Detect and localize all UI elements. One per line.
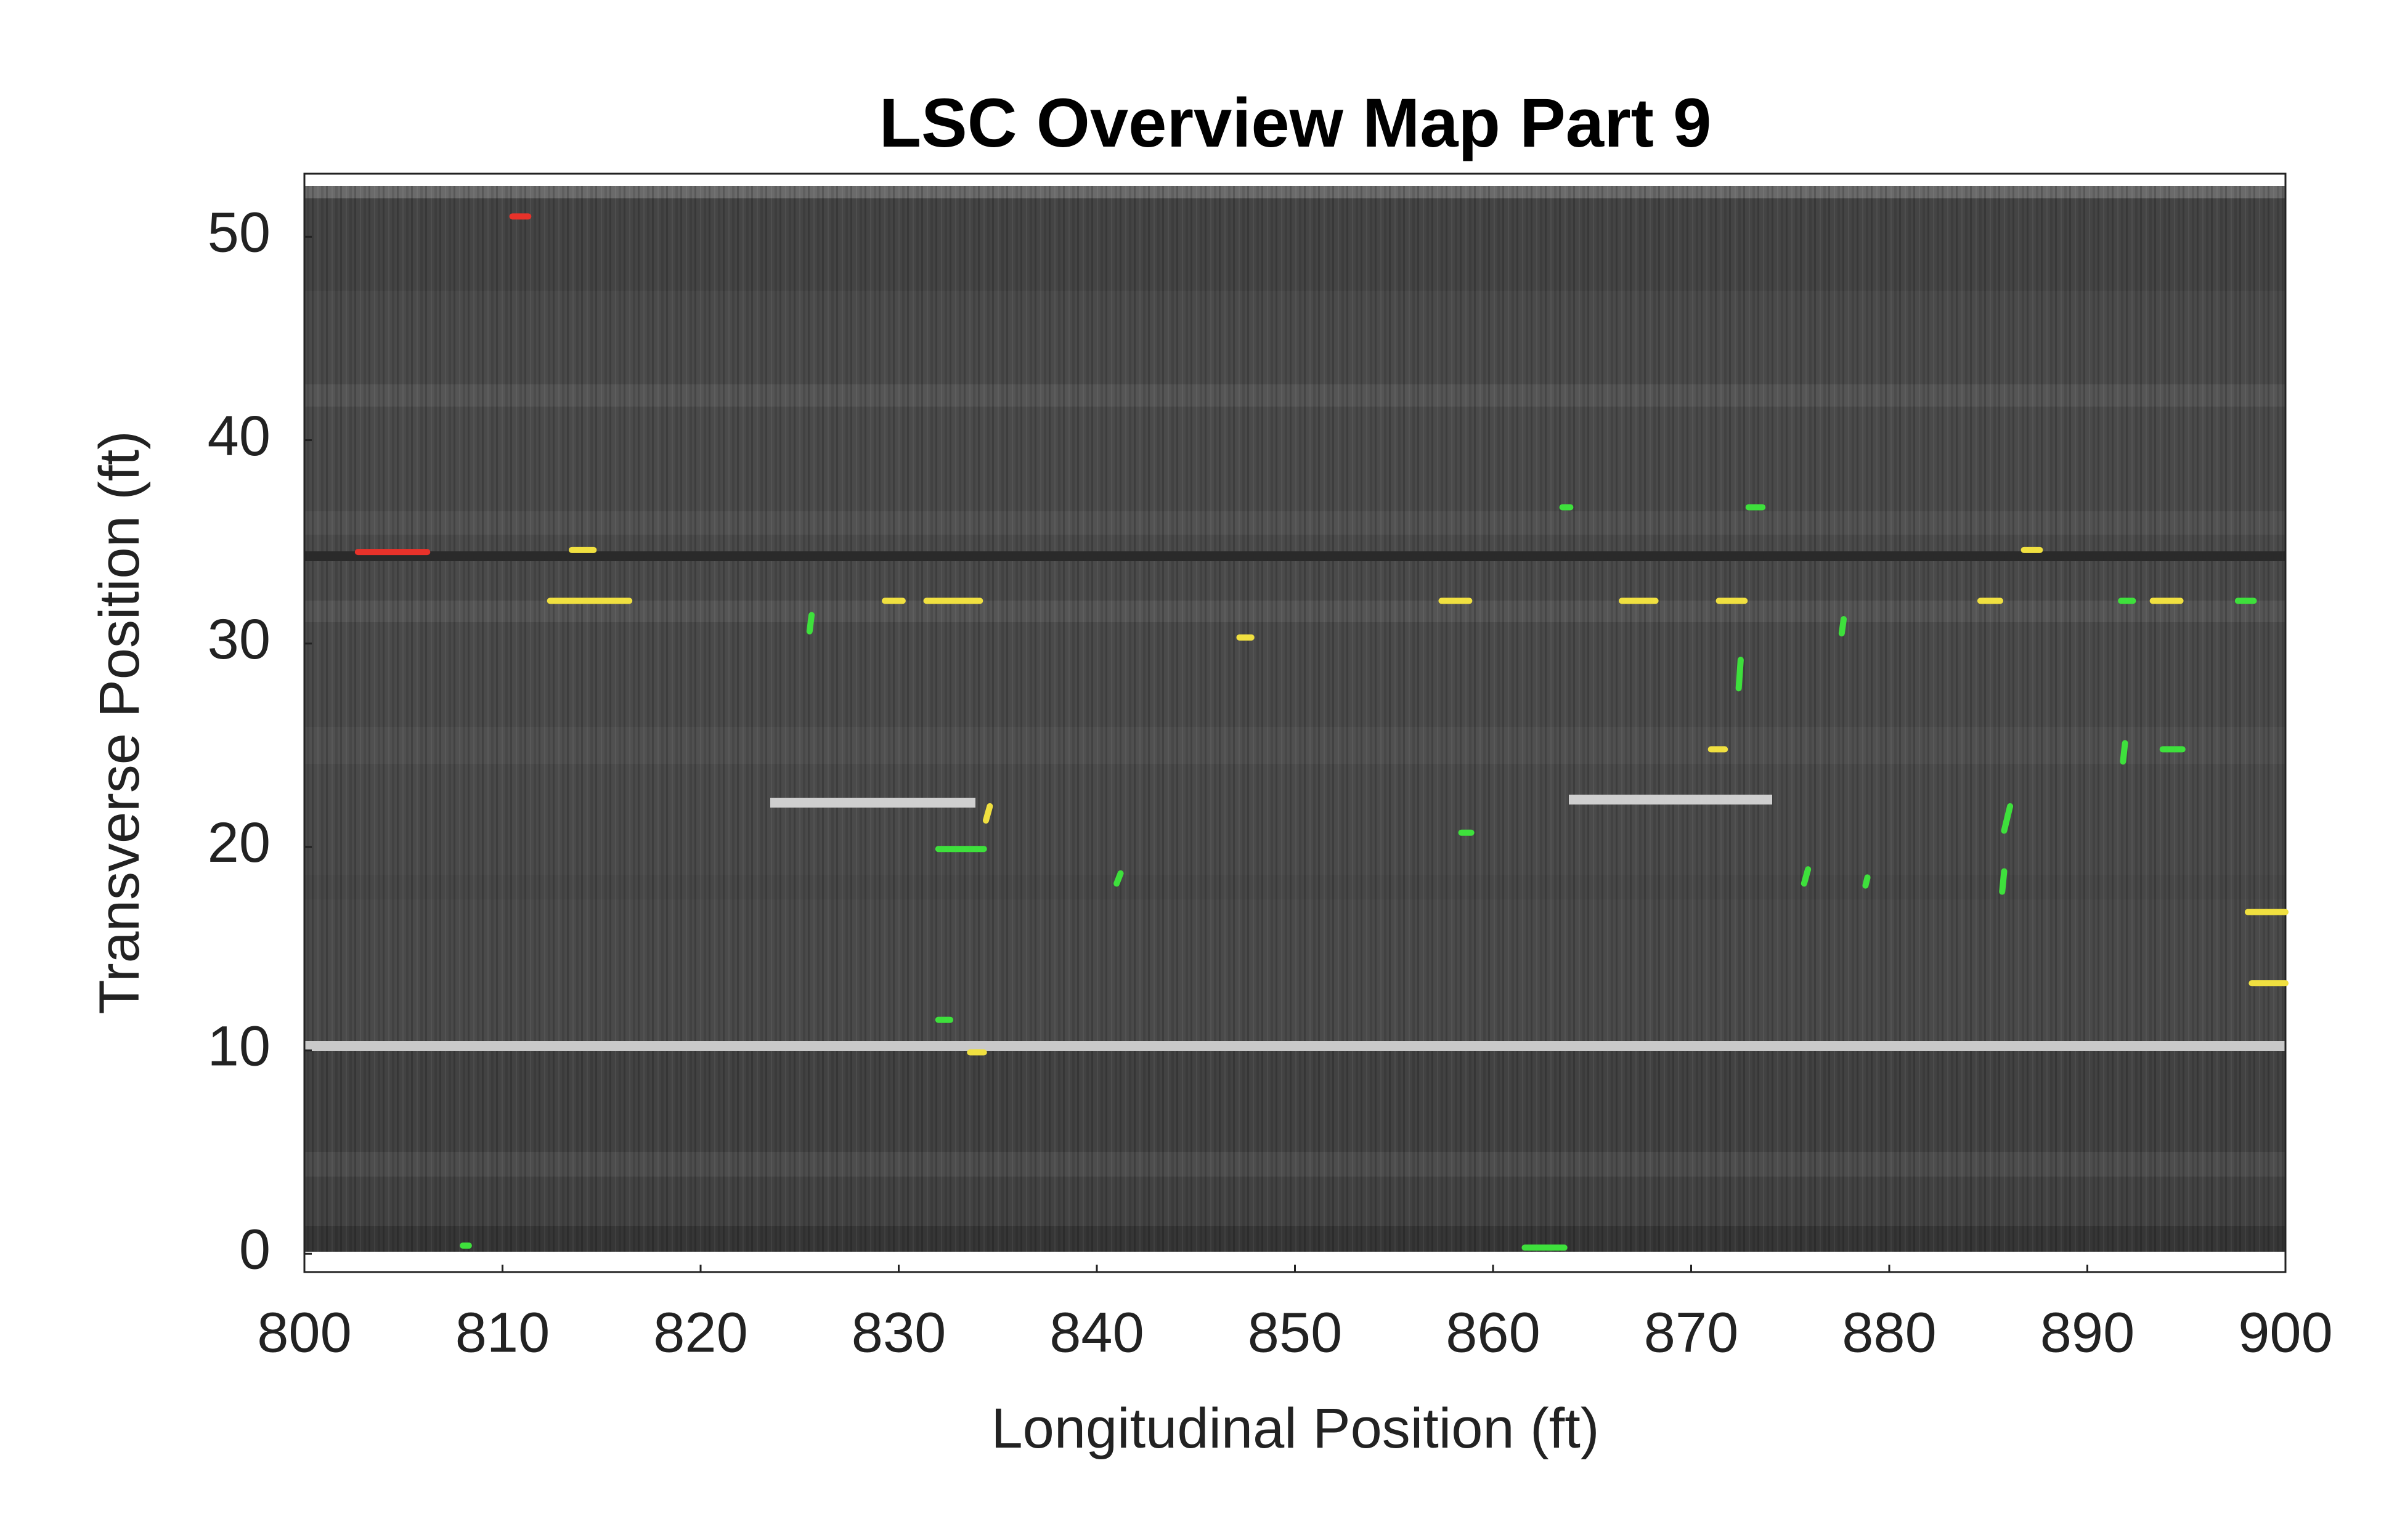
- x-tick-label: 820: [653, 1301, 748, 1364]
- x-tick-label: 860: [1446, 1301, 1540, 1364]
- y-tick-label: 10: [208, 1015, 271, 1077]
- x-tick-label: 880: [1842, 1301, 1937, 1364]
- x-tick-label: 890: [2040, 1301, 2135, 1364]
- crack-segment: [1862, 874, 1871, 889]
- crack-segment: [1801, 866, 1812, 887]
- x-tick-label: 830: [852, 1301, 946, 1364]
- x-tick-label: 870: [1644, 1301, 1739, 1364]
- crack-segment: [982, 803, 993, 824]
- x-tick-label: 800: [257, 1301, 352, 1364]
- y-tick-label: 20: [208, 811, 271, 874]
- crack-segment: [806, 612, 815, 634]
- y-tick-label: 30: [208, 608, 271, 671]
- crack-segment: [1838, 616, 1847, 637]
- y-tick-label: 40: [208, 405, 271, 468]
- chart-title: LSC Overview Map Part 9: [879, 84, 1712, 161]
- y-tick-label: 0: [239, 1218, 271, 1281]
- x-tick-label: 840: [1049, 1301, 1144, 1364]
- x-tick-label: 850: [1248, 1301, 1343, 1364]
- x-tick-label: 810: [455, 1301, 550, 1364]
- y-tick-label: 50: [208, 201, 271, 264]
- crack-segment: [1999, 868, 2008, 895]
- crack-segment: [1113, 870, 1124, 887]
- pavement-image: [304, 174, 2285, 1272]
- crack-segment: [2001, 803, 2014, 834]
- crack-segment: [2120, 740, 2128, 765]
- crack-segment: [1735, 657, 1744, 692]
- y-axis-label: Transverse Position (ft): [88, 431, 151, 1015]
- x-tick-label: 900: [2238, 1301, 2333, 1364]
- x-axis-label: Longitudinal Position (ft): [991, 1397, 1599, 1460]
